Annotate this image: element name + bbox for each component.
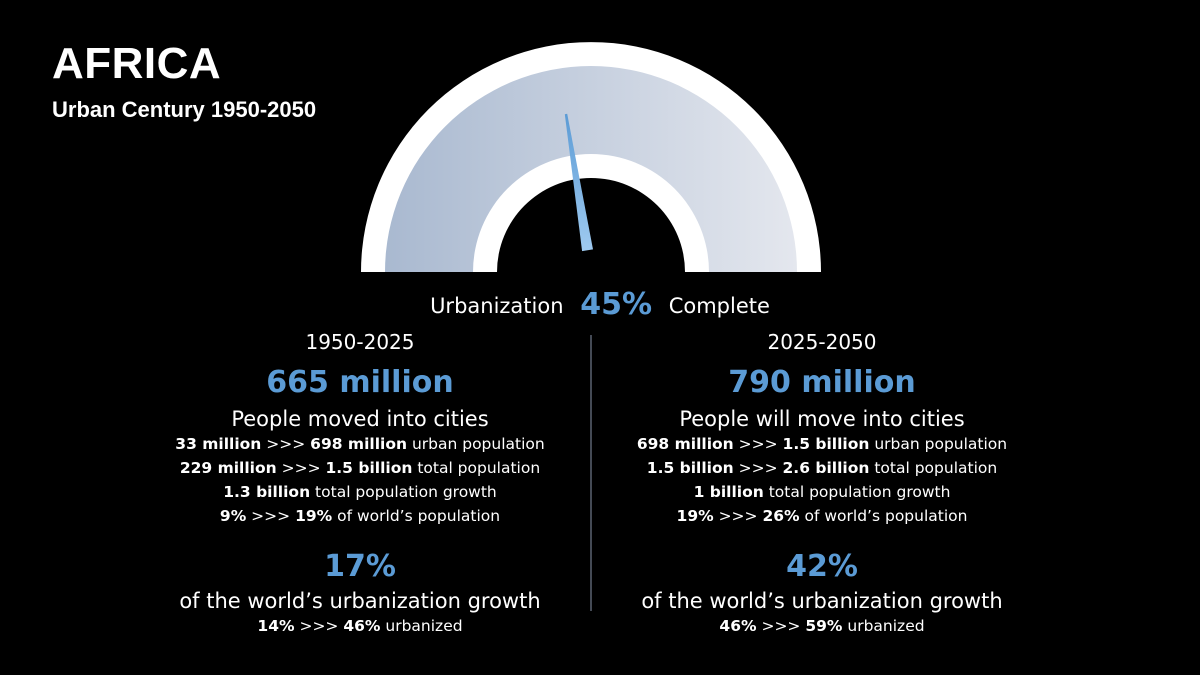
stat-total-population: 229 million >>> 1.5 billion total popula… (110, 456, 610, 480)
stat-from: 698 million (636, 435, 734, 453)
urbanization-share: 42% (786, 549, 858, 584)
stat-from: 9% (219, 507, 247, 525)
stat-separator: >>> (246, 507, 296, 525)
stat-to: 19% (295, 507, 333, 525)
gauge-needle (564, 113, 593, 252)
page-title: AFRICA (52, 39, 222, 88)
stat-world-share: 19% >>> 26% of world’s population (572, 504, 1072, 528)
stat-label: of world’s population (799, 507, 968, 525)
urbanization-suffix: Complete (668, 294, 770, 318)
headline-figure: 665 million (266, 365, 454, 400)
headline-figure: 790 million (728, 365, 916, 400)
period-label: 1950-2025 (305, 330, 415, 354)
stat-label: urban population (407, 435, 545, 453)
period-column-left: 1950-2025 665 million People moved into … (110, 330, 610, 638)
stat-label: urbanized (842, 617, 925, 635)
urbanization-share-label: of the world’s urbanization growth (179, 589, 541, 613)
stat-value: 1 billion (693, 483, 764, 501)
stat-list: 698 million >>> 1.5 billion urban popula… (572, 432, 1072, 528)
stat-to: 698 million (310, 435, 408, 453)
stat-from: 229 million (179, 459, 277, 477)
urbanization-summary: Urbanization 45% Complete (0, 285, 1200, 326)
stat-label: urbanized (380, 617, 463, 635)
stat-from: 1.5 billion (646, 459, 734, 477)
stat-world-share: 9% >>> 19% of world’s population (110, 504, 610, 528)
stat-separator: >>> (261, 435, 311, 453)
stat-to: 1.5 billion (325, 459, 413, 477)
stat-label: total population growth (310, 483, 497, 501)
headline-caption: People will move into cities (679, 407, 965, 431)
stat-urban-population: 698 million >>> 1.5 billion urban popula… (572, 432, 1072, 456)
stat-separator: >>> (733, 459, 783, 477)
stat-from: 19% (676, 507, 714, 525)
stat-to: 46% (343, 617, 381, 635)
stat-to: 26% (762, 507, 800, 525)
stat-from: 46% (719, 617, 757, 635)
stat-label: urban population (869, 435, 1008, 453)
stat-from: 14% (257, 617, 295, 635)
gauge-fill (385, 66, 797, 272)
stat-to: 1.5 billion (782, 435, 870, 453)
period-column-right: 2025-2050 790 million People will move i… (572, 330, 1072, 638)
urbanization-share: 17% (324, 549, 396, 584)
stat-separator: >>> (756, 617, 806, 635)
stat-label: of world’s population (332, 507, 501, 525)
stat-population-growth: 1 billion total population growth (572, 480, 1072, 504)
urbanized-range: 14% >>> 46% urbanized (110, 614, 610, 638)
stat-label: total population growth (763, 483, 951, 501)
urbanized-range: 46% >>> 59% urbanized (572, 614, 1072, 638)
stat-total-population: 1.5 billion >>> 2.6 billion total popula… (572, 456, 1072, 480)
period-label: 2025-2050 (767, 330, 877, 354)
stat-from: 33 million (175, 435, 262, 453)
stat-label: total population (869, 459, 998, 477)
urbanization-prefix: Urbanization (430, 294, 564, 318)
column-divider (590, 335, 592, 611)
headline-caption: People moved into cities (231, 407, 489, 431)
urbanization-percent: 45% (580, 287, 653, 322)
stat-label: total population (412, 459, 541, 477)
stat-value: 1.3 billion (223, 483, 311, 501)
stat-separator: >>> (713, 507, 763, 525)
urbanization-gauge (361, 42, 821, 273)
stat-separator: >>> (276, 459, 326, 477)
page-subtitle: Urban Century 1950-2050 (52, 97, 317, 122)
stat-to: 2.6 billion (782, 459, 870, 477)
stat-separator: >>> (733, 435, 783, 453)
stat-population-growth: 1.3 billion total population growth (110, 480, 610, 504)
stat-separator: >>> (294, 617, 344, 635)
stat-to: 59% (805, 617, 843, 635)
urbanization-share-label: of the world’s urbanization growth (641, 589, 1003, 613)
stat-list: 33 million >>> 698 million urban populat… (110, 432, 610, 528)
stat-urban-population: 33 million >>> 698 million urban populat… (110, 432, 610, 456)
